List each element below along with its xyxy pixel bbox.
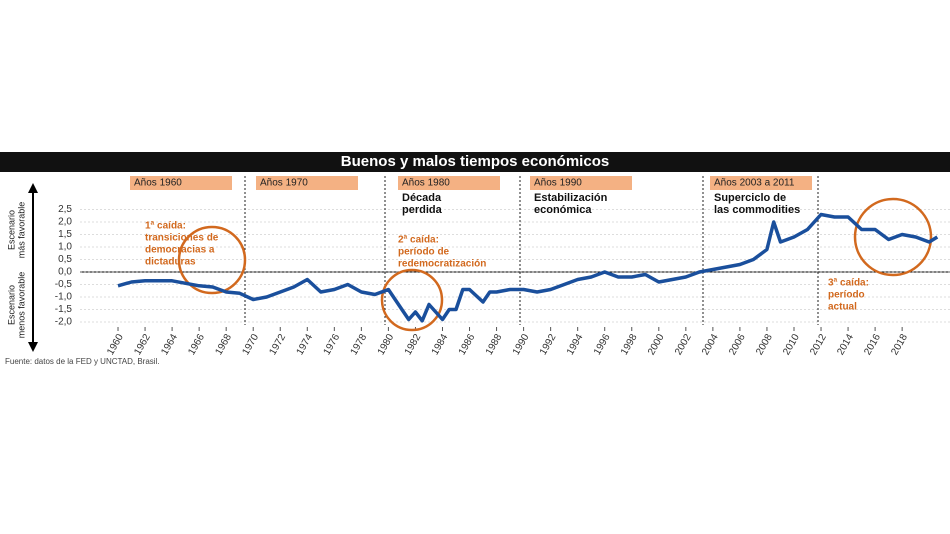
highlight-circle: [177, 225, 247, 295]
x-tick-label: 1974: [295, 332, 316, 357]
x-tick-label: 1984: [430, 332, 451, 357]
x-tick-label: 2010: [781, 332, 802, 357]
x-tick-label: 1968: [213, 332, 234, 357]
period-box: [256, 176, 358, 190]
x-tick-label: 1964: [159, 332, 180, 357]
period-label: Años 1960: [134, 178, 182, 189]
y-tick-label: 0,5: [58, 254, 72, 265]
x-tick-label: 2004: [700, 332, 721, 357]
y-axis-label: más favorable: [16, 202, 26, 259]
x-tick-label: 1988: [484, 332, 505, 357]
callout: período: [828, 290, 865, 301]
x-tick-label: 1982: [403, 332, 424, 357]
callout: actual: [828, 302, 857, 313]
period-box: [398, 176, 500, 190]
y-tick-label: -2,0: [55, 317, 73, 328]
y-tick-label: -0,5: [55, 279, 73, 290]
highlight-circle: [380, 268, 444, 332]
x-tick-label: 2000: [646, 332, 667, 357]
x-tick-label: 1996: [592, 332, 613, 357]
x-tick-label: 1990: [511, 332, 532, 357]
arrow-head: [28, 183, 38, 193]
x-tick-label: 2008: [754, 332, 775, 357]
x-tick-label: 1994: [565, 332, 586, 357]
period-label: Años 1970: [260, 178, 308, 189]
data-line: [117, 212, 939, 323]
period-note: Estabilización: [534, 192, 608, 204]
x-tick-label: 1960: [105, 332, 126, 357]
x-tick-label: 2002: [673, 332, 694, 357]
y-tick-label: 2,0: [58, 217, 72, 228]
y-tick-label: 2,5: [58, 204, 72, 215]
period-label: Años 1980: [402, 178, 450, 189]
callout: transiciones de: [145, 233, 219, 244]
x-tick-label: 1980: [376, 332, 397, 357]
chart-title: Buenos y malos tiempos económicos: [341, 153, 609, 170]
period-note: las commodities: [714, 204, 800, 216]
period-label: Años 2003 a 2011: [714, 178, 795, 189]
source: Fuente: datos de la FED y UNCTAD, Brasil…: [5, 357, 160, 366]
callout: redemocratización: [398, 259, 486, 270]
y-tick-label: 1,5: [58, 229, 72, 240]
period-box: [530, 176, 632, 190]
y-axis-label: Escenario: [6, 210, 16, 250]
y-tick-label: -1,5: [55, 304, 73, 315]
x-tick-label: 1972: [267, 332, 288, 357]
x-tick-label: 1976: [322, 332, 343, 357]
x-tick-label: 1966: [186, 332, 207, 357]
period-label: Años 1990: [534, 178, 582, 189]
x-tick-label: 1970: [240, 332, 261, 357]
title-bar: [0, 152, 950, 172]
y-axis-label: menos favorable: [16, 272, 26, 339]
x-tick-label: 2018: [889, 332, 910, 357]
period-note: Década: [402, 192, 442, 204]
period-note: económica: [534, 204, 592, 216]
period-note: Superciclo de: [714, 192, 786, 204]
y-axis-label: Escenario: [6, 285, 16, 325]
x-tick-label: 2016: [862, 332, 883, 357]
x-tick-label: 1998: [619, 332, 640, 357]
callout: 3ª caída:: [828, 278, 869, 289]
x-tick-label: 1962: [132, 332, 153, 357]
arrow-head: [28, 342, 38, 352]
callout: 2ª caída:: [398, 235, 439, 246]
period-box: [130, 176, 232, 190]
callout: período de: [398, 247, 450, 258]
y-tick-label: 0,0: [58, 267, 72, 278]
y-tick-label: -1,0: [55, 292, 73, 303]
period-note: perdida: [402, 204, 443, 216]
x-tick-label: 2012: [808, 332, 829, 357]
y-tick-label: 1,0: [58, 242, 72, 253]
x-tick-label: 1986: [457, 332, 478, 357]
x-tick-label: 1978: [349, 332, 370, 357]
x-tick-label: 1992: [538, 332, 559, 357]
x-tick-label: 2006: [727, 332, 748, 357]
callout: 1ª caída:: [145, 221, 186, 232]
callout: dictaduras: [145, 257, 196, 268]
period-box: [710, 176, 812, 190]
x-tick-label: 2014: [835, 332, 856, 357]
highlight-circle: [853, 197, 933, 277]
